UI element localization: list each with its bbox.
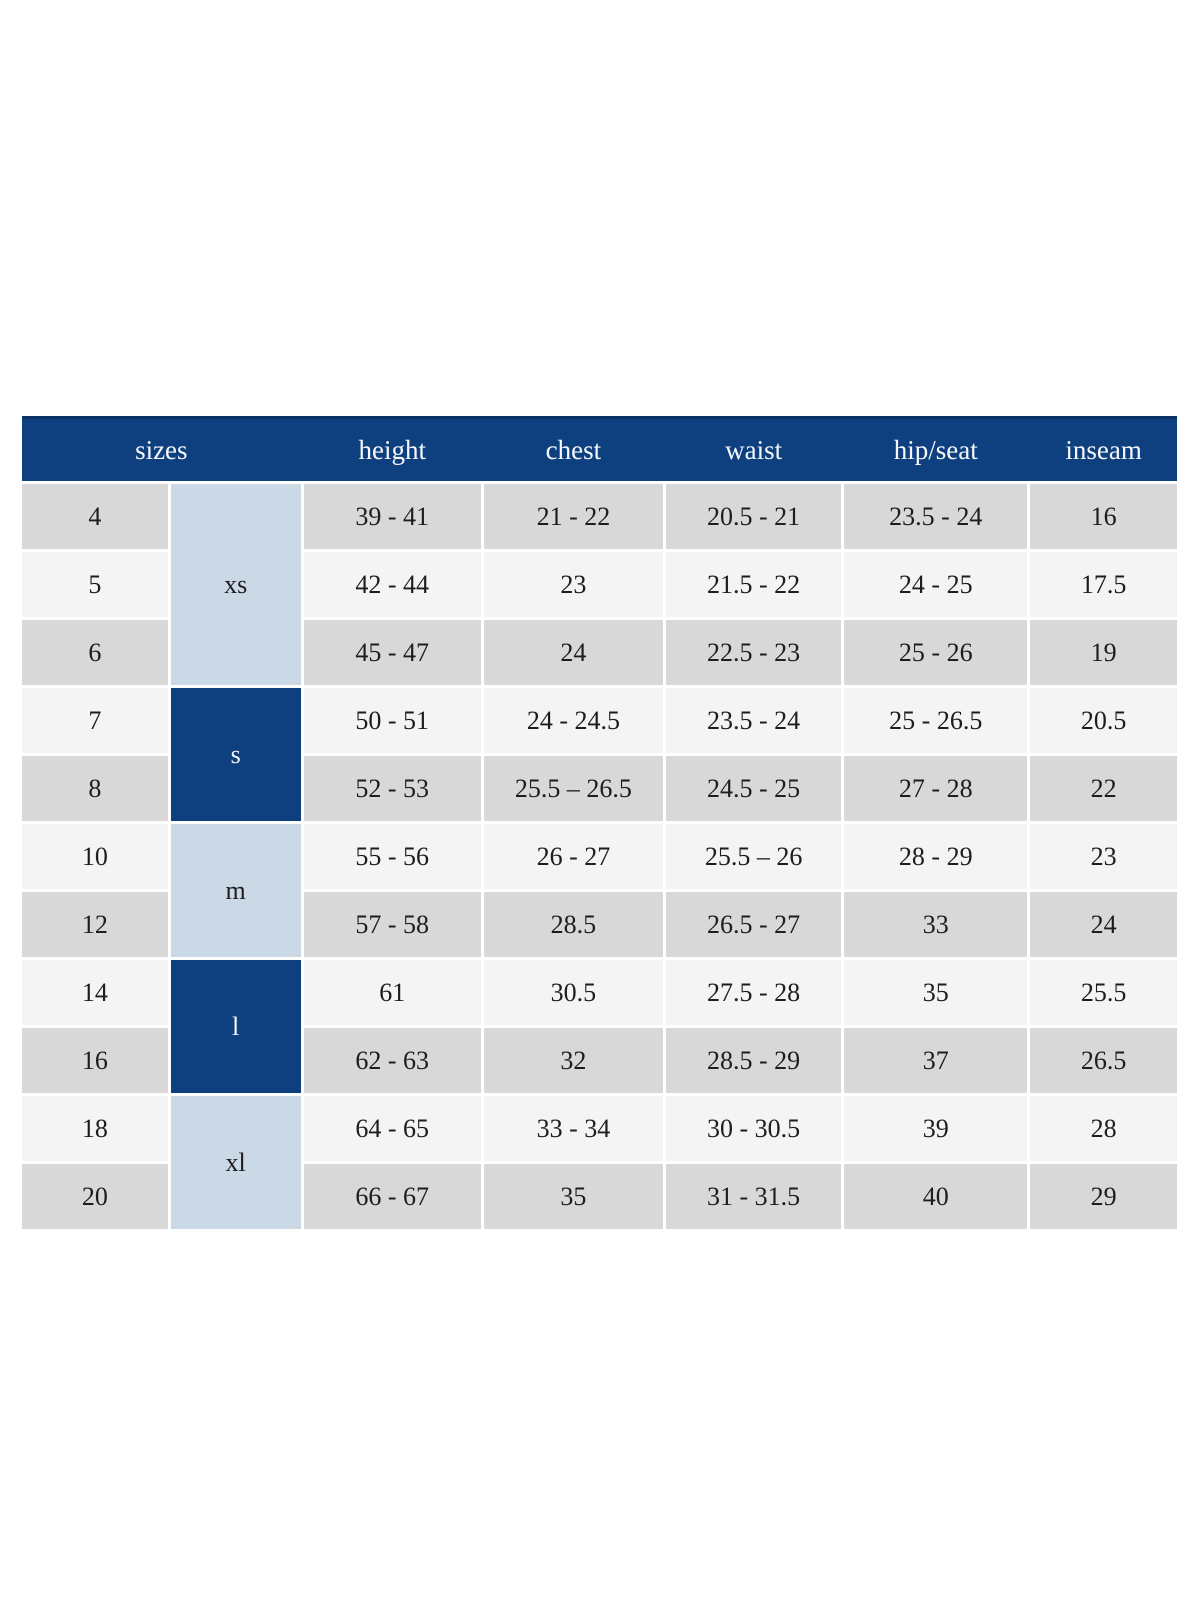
size-cell: 7 [22,688,168,753]
column-header-sizes: sizes [135,434,188,465]
size-cell: 20 [22,1164,168,1229]
hip-seat-cell: 25 - 26 [844,620,1028,685]
inseam-cell: 26.5 [1030,1028,1177,1093]
hip-seat-cell: 25 - 26.5 [844,688,1028,753]
height-cell: 55 - 56 [303,824,481,889]
chest-cell: 24 - 24.5 [483,688,663,753]
waist-cell: 21.5 - 22 [665,552,842,617]
hip-seat-cell: 27 - 28 [844,756,1028,821]
column-header-chest: chest [545,434,602,465]
size-cell: 4 [22,484,168,549]
inseam-cell: 28 [1030,1096,1177,1161]
column-header-inseam: inseam [1065,434,1142,465]
size-cell: 6 [22,620,168,685]
waist-cell: 23.5 - 24 [665,688,842,753]
inseam-cell: 22 [1030,756,1177,821]
chest-cell: 35 [483,1164,663,1229]
chest-cell: 23 [483,552,663,617]
hip-seat-cell: 24 - 25 [844,552,1028,617]
chest-cell: 32 [483,1028,663,1093]
waist-cell: 25.5 – 26 [665,824,842,889]
group-cell-s: s [170,688,301,821]
height-cell: 66 - 67 [303,1164,481,1229]
size-cell: 5 [22,552,168,617]
chest-cell: 33 - 34 [483,1096,663,1161]
size-chart: sizes height chest waist hip/seat inseam… [22,416,1177,1229]
column-header-height: height [358,434,426,465]
hip-seat-cell: 23.5 - 24 [844,484,1028,549]
column-header-waist: waist [725,434,783,465]
table-header: sizes height chest waist hip/seat inseam [22,416,1177,481]
chest-cell: 30.5 [483,960,663,1025]
inseam-cell: 20.5 [1030,688,1177,753]
inseam-cell: 24 [1030,892,1177,957]
height-cell: 39 - 41 [303,484,481,549]
chest-cell: 25.5 – 26.5 [483,756,663,821]
waist-cell: 20.5 - 21 [665,484,842,549]
inseam-cell: 19 [1030,620,1177,685]
waist-cell: 27.5 - 28 [665,960,842,1025]
size-cell: 10 [22,824,168,889]
chest-cell: 28.5 [483,892,663,957]
size-cell: 12 [22,892,168,957]
height-cell: 64 - 65 [303,1096,481,1161]
hip-seat-cell: 28 - 29 [844,824,1028,889]
waist-cell: 22.5 - 23 [665,620,842,685]
group-cell-l: l [170,960,301,1093]
height-cell: 61 [303,960,481,1025]
group-cell-xl: xl [170,1096,301,1229]
height-cell: 52 - 53 [303,756,481,821]
hip-seat-cell: 37 [844,1028,1028,1093]
size-cell: 16 [22,1028,168,1093]
height-cell: 50 - 51 [303,688,481,753]
chest-cell: 24 [483,620,663,685]
height-cell: 42 - 44 [303,552,481,617]
size-cell: 14 [22,960,168,1025]
inseam-cell: 17.5 [1030,552,1177,617]
hip-seat-cell: 40 [844,1164,1028,1229]
size-cell: 18 [22,1096,168,1161]
waist-cell: 28.5 - 29 [665,1028,842,1093]
inseam-cell: 16 [1030,484,1177,549]
hip-seat-cell: 35 [844,960,1028,1025]
hip-seat-cell: 39 [844,1096,1028,1161]
hip-seat-cell: 33 [844,892,1028,957]
height-cell: 45 - 47 [303,620,481,685]
chest-cell: 26 - 27 [483,824,663,889]
chest-cell: 21 - 22 [483,484,663,549]
size-table: sizes height chest waist hip/seat inseam… [22,416,1177,1229]
height-cell: 62 - 63 [303,1028,481,1093]
waist-cell: 24.5 - 25 [665,756,842,821]
inseam-cell: 25.5 [1030,960,1177,1025]
waist-cell: 31 - 31.5 [665,1164,842,1229]
waist-cell: 26.5 - 27 [665,892,842,957]
height-cell: 57 - 58 [303,892,481,957]
group-cell-xs: xs [170,484,301,685]
waist-cell: 30 - 30.5 [665,1096,842,1161]
group-cell-m: m [170,824,301,957]
column-header-hip-seat: hip/seat [893,434,978,465]
inseam-cell: 23 [1030,824,1177,889]
inseam-cell: 29 [1030,1164,1177,1229]
size-cell: 8 [22,756,168,821]
